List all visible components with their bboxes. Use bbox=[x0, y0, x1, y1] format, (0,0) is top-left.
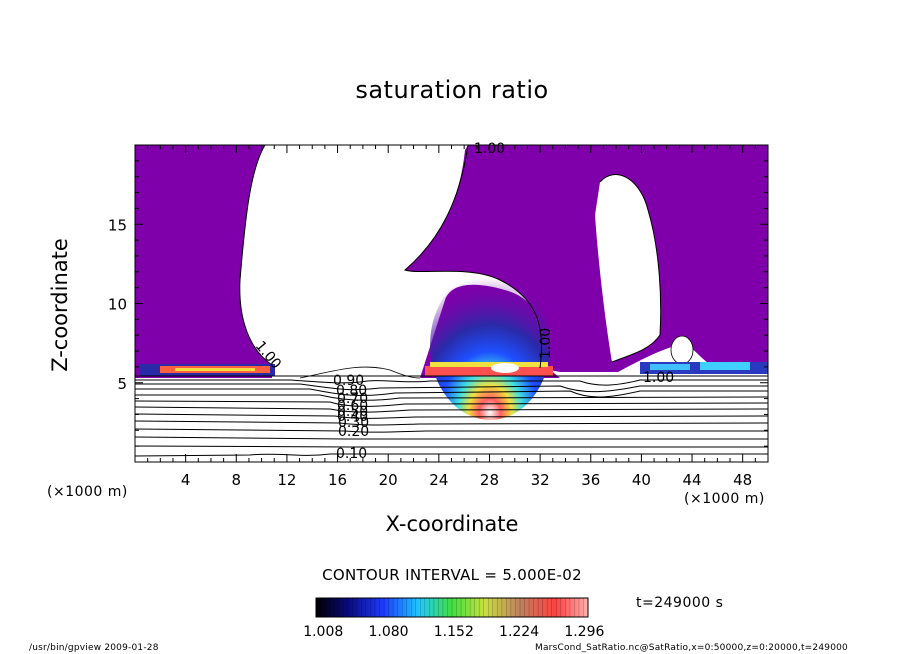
x-tick-label: 44 bbox=[682, 471, 701, 489]
x-axis-unit: (×1000 m) bbox=[684, 491, 765, 507]
x-tick-label: 20 bbox=[379, 471, 398, 489]
contour-label: 0.70 bbox=[337, 391, 368, 407]
y-tick-label: 15 bbox=[108, 216, 127, 234]
colorbar bbox=[315, 597, 589, 618]
x-tick-label: 4 bbox=[181, 471, 191, 489]
y-tick-label: 5 bbox=[117, 375, 127, 393]
plot-area bbox=[135, 145, 768, 457]
y-tick-label: 10 bbox=[108, 296, 127, 314]
x-tick-label: 40 bbox=[632, 471, 651, 489]
colorbar-tick-label: 1.008 bbox=[303, 624, 343, 640]
contour-interval: CONTOUR INTERVAL = 5.000E-02 bbox=[322, 566, 582, 584]
subsaturated-hole bbox=[595, 174, 661, 362]
subsaturated-hole bbox=[670, 335, 694, 365]
time-label: t=249000 s bbox=[636, 595, 724, 611]
contour-label: 0.20 bbox=[338, 424, 369, 440]
x-tick-label: 28 bbox=[480, 471, 499, 489]
contour-label: 1.00 bbox=[538, 328, 554, 359]
x-tick-label: 48 bbox=[733, 471, 752, 489]
colorbar-tick-label: 1.296 bbox=[564, 624, 604, 640]
chart-title: saturation ratio bbox=[355, 76, 549, 104]
contour-label: 0.60 bbox=[337, 398, 368, 414]
x-tick-label: 36 bbox=[581, 471, 600, 489]
x-tick-label: 12 bbox=[277, 471, 296, 489]
x-tick-label: 32 bbox=[531, 471, 550, 489]
supersaturation-core bbox=[430, 270, 550, 420]
contour-label: 0.10 bbox=[336, 446, 367, 462]
x-tick-label: 16 bbox=[328, 471, 347, 489]
y-axis-label: Z-coordinate bbox=[48, 238, 72, 372]
contour-lines bbox=[135, 145, 768, 457]
contour-label: 0.50 bbox=[337, 404, 368, 420]
axis-ticks bbox=[134, 144, 769, 463]
x-tick-label: 8 bbox=[232, 471, 242, 489]
colorbar-tick-label: 1.080 bbox=[368, 624, 408, 640]
colorbar-tick-label: 1.152 bbox=[434, 624, 474, 640]
supersaturation-region bbox=[135, 145, 272, 378]
colorbar-tick-label: 1.224 bbox=[499, 624, 539, 640]
supersaturation-region bbox=[405, 145, 768, 372]
contour-label: 0.40 bbox=[337, 409, 368, 425]
contour-label: 0.90 bbox=[333, 373, 364, 389]
x-tick-label: 24 bbox=[429, 471, 448, 489]
footer-right: MarsCond_SatRatio.nc@SatRatio,x=0:50000,… bbox=[535, 643, 848, 653]
contour-label: 0.80 bbox=[336, 383, 367, 399]
y-axis-unit: (×1000 m) bbox=[47, 484, 128, 500]
x-axis-label: X-coordinate bbox=[385, 512, 519, 536]
footer-left: /usr/bin/gpview 2009-01-28 bbox=[29, 643, 159, 653]
contour-label: 1.00 bbox=[643, 370, 674, 386]
contour-label: 0.30 bbox=[338, 415, 369, 431]
